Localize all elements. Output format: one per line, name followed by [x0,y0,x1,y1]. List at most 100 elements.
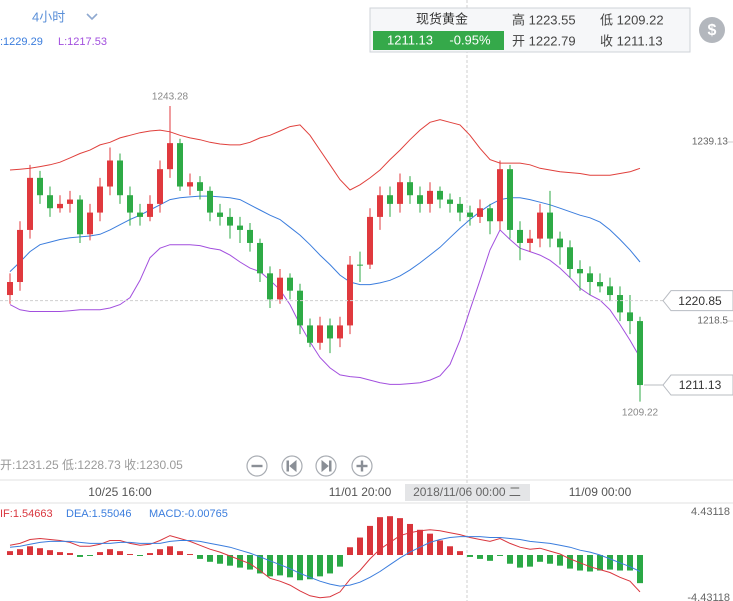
boll-line [9,195,641,286]
candle-body [317,325,323,343]
macd-bar [167,546,173,556]
candle-body [347,264,353,326]
macd-bar [317,555,323,577]
candle-body [177,143,183,187]
candle-body [517,229,523,243]
boll-legend: L:1217.53 [58,36,107,48]
candle-body [247,229,253,243]
macd-bar [57,552,63,556]
currency-icon[interactable] [699,17,725,43]
x-tick-label: 11/01 20:00 [329,485,392,499]
macd-bar [37,548,43,556]
candle-body [557,238,563,248]
macd-bar [507,555,513,564]
macd-bar [457,551,463,556]
quote-open: 开 1222.79 [512,33,576,48]
macd-bar [397,518,403,556]
y-tick-label: 1239.13 [692,137,729,148]
candle-body [327,325,333,339]
macd-bar [327,555,333,574]
macd-bar [477,555,483,559]
candle-body [57,203,63,209]
candle-body [417,195,423,204]
quote-high: 高 1223.55 [512,12,576,27]
candle-body [627,312,633,322]
macd-bar [217,555,223,564]
candle-body [197,182,203,191]
candle-body [567,247,573,269]
candle-body [27,177,33,230]
crosshair-time: 2018/11/06 00:00 二 [413,485,521,499]
macd-bar [437,540,443,556]
macd-bar [257,555,263,574]
macd-bar [267,555,273,577]
macd-bar [567,555,573,569]
macd-bar [547,555,553,564]
candle-body [207,190,213,213]
x-tick-label: 11/09 00:00 [569,485,632,499]
crosshair-price: 1220.85 [678,294,722,308]
macd-bar [227,555,233,566]
macd-bar [467,555,473,557]
macd-bar [627,555,633,571]
candle-body [167,143,173,170]
candle-body [357,264,363,266]
quote-price-box [373,31,504,50]
candle-body [227,216,233,226]
candle-body [37,177,43,196]
candle-body [497,169,503,222]
macd-bar [107,549,113,556]
candle-body [137,212,143,217]
candle-body [507,169,513,230]
macd-line [9,529,641,599]
macd-bar [607,555,613,570]
zoom-out[interactable] [246,455,268,477]
candle-body [447,199,453,204]
macd-legend: MACD:-0.00765 [149,508,228,520]
candle-body [47,195,53,209]
scroll-left[interactable] [281,455,303,477]
low-label: 1209.22 [622,407,659,418]
high-label: 1243.28 [152,92,189,103]
macd-bar [517,555,523,568]
candle-body [367,216,373,265]
candle-body [7,282,13,296]
macd-bar [117,551,123,556]
candle-body [307,325,313,343]
candle-body [467,212,473,217]
candle-body [407,182,413,196]
macd-line [9,536,641,587]
macd-bar [47,550,53,556]
macd-bar [17,549,23,556]
macd-bar [177,551,183,556]
macd-bar [347,547,353,556]
candle-body [97,186,103,213]
quote-title: 现货黄金 [416,11,468,26]
currency-icon-glyph[interactable]: $ [708,22,717,39]
x-tick-label: 10/25 16:00 [88,485,152,499]
macd-bar [367,525,373,556]
candle-body [477,208,483,217]
ohlc-readout: 开:1231.25 低:1228.73 收:1230.05 [0,458,183,472]
quote-change: -0.95% [449,32,491,47]
zoom-in[interactable] [351,455,373,477]
candle-body [527,238,533,243]
candle-body [117,160,123,196]
scroll-right[interactable] [315,455,337,477]
candle-body [387,195,393,204]
timeframe[interactable]: 4小时 [32,9,65,24]
macd-bar [537,555,543,562]
macd-bar [487,555,493,561]
macd-bar [497,555,503,556]
macd-bar [197,555,203,559]
dropdown-chevron[interactable] [86,13,98,21]
candle-body [577,268,583,274]
y-tick-label: -4.43118 [687,592,730,601]
macd-bar [237,555,243,568]
candle-body [597,282,603,287]
macd-bar [307,555,313,580]
macd-bar [417,529,423,556]
quote-low: 低 1209.22 [600,12,664,27]
macd-bar [587,555,593,572]
